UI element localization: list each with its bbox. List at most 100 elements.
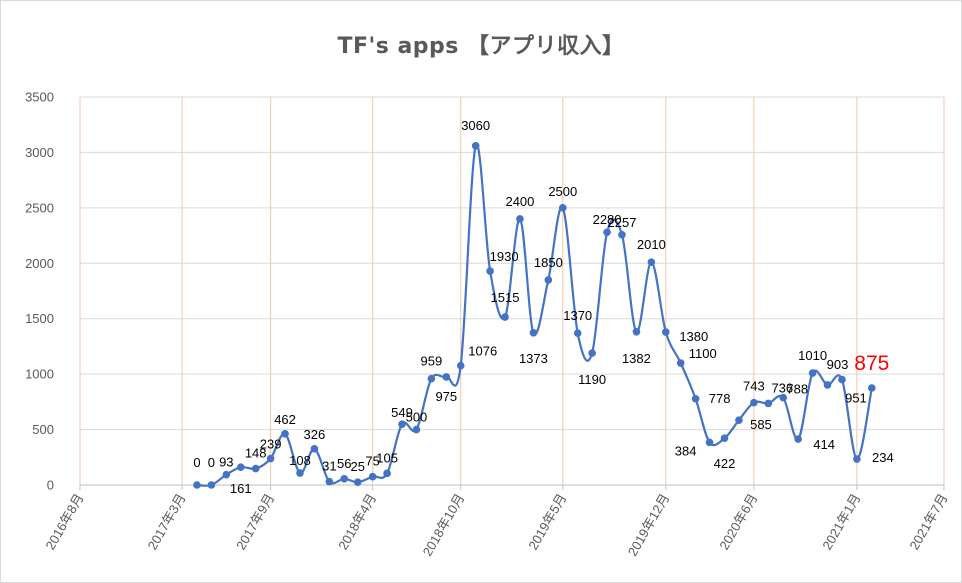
data-label: 1010 xyxy=(798,348,827,363)
x-tick-label: 2017年3月 xyxy=(145,491,189,552)
data-point xyxy=(442,373,451,381)
data-label: 500 xyxy=(406,410,428,425)
data-point xyxy=(603,228,611,237)
x-tick-label: 2020年6月 xyxy=(716,491,760,552)
data-point xyxy=(867,384,876,392)
data-label: 903 xyxy=(827,357,849,372)
data-label: 788 xyxy=(786,382,808,397)
y-tick-label: 500 xyxy=(32,422,54,437)
y-tick-label: 2500 xyxy=(25,200,54,215)
y-tick-label: 3500 xyxy=(25,90,54,105)
data-label: 0 xyxy=(208,455,215,470)
chart-title: TF's apps 【アプリ収入】 xyxy=(337,34,625,59)
data-point xyxy=(544,276,553,284)
x-tick-label: 2021年1月 xyxy=(819,491,863,552)
data-label: 75 xyxy=(365,454,379,469)
x-tick-label: 2017年9月 xyxy=(233,491,277,552)
data-point xyxy=(296,469,304,477)
data-point xyxy=(398,420,406,428)
data-label: 161 xyxy=(230,481,252,496)
data-point xyxy=(207,481,216,489)
data-point xyxy=(251,464,260,473)
data-point xyxy=(647,258,656,266)
data-point xyxy=(368,472,377,481)
data-point xyxy=(705,438,714,447)
data-point xyxy=(486,267,494,275)
data-point xyxy=(691,394,700,403)
data-label: 1076 xyxy=(468,344,497,359)
data-point xyxy=(456,361,465,370)
data-label: 93 xyxy=(219,455,233,470)
data-point xyxy=(383,469,391,478)
data-label: 2400 xyxy=(505,194,534,209)
data-point xyxy=(501,313,509,321)
data-point xyxy=(529,328,538,337)
y-tick-label: 3000 xyxy=(25,145,54,160)
data-point xyxy=(325,477,334,486)
data-label: 105 xyxy=(376,450,398,465)
data-label: 975 xyxy=(435,389,457,404)
data-point xyxy=(794,435,802,443)
data-point xyxy=(676,359,685,367)
y-tick-label: 1000 xyxy=(25,367,54,382)
data-point xyxy=(823,381,832,389)
data-label: 422 xyxy=(714,456,736,471)
data-label: 462 xyxy=(274,412,296,427)
data-label: 959 xyxy=(421,354,443,369)
data-point xyxy=(222,470,231,479)
data-label: 31 xyxy=(322,459,336,474)
data-label: 2257 xyxy=(608,215,637,230)
data-label: 414 xyxy=(813,437,835,452)
data-point xyxy=(779,393,788,402)
data-label: 0 xyxy=(193,455,200,470)
data-point xyxy=(808,369,817,377)
x-tick-label: 2019年12月 xyxy=(625,491,673,559)
data-label: 1190 xyxy=(578,372,606,387)
data-label: 1930 xyxy=(490,249,519,264)
x-tick-label: 2016年8月 xyxy=(43,491,87,552)
data-label: 25 xyxy=(350,459,364,474)
data-label: 743 xyxy=(743,379,765,394)
data-label: 148 xyxy=(245,446,267,461)
data-label: 234 xyxy=(872,450,894,465)
data-point xyxy=(281,429,289,438)
data-point xyxy=(632,327,641,336)
data-point xyxy=(427,374,436,383)
data-point xyxy=(310,445,319,453)
data-point xyxy=(764,399,773,408)
data-label-highlight: 875 xyxy=(854,352,889,375)
data-label: 2500 xyxy=(548,184,577,199)
data-label: 778 xyxy=(709,391,731,406)
data-label: 3060 xyxy=(461,118,490,133)
y-tick-label: 2000 xyxy=(25,256,54,271)
x-tick-label: 2018年4月 xyxy=(335,491,379,552)
y-tick-label: 0 xyxy=(47,478,54,493)
data-label: 1515 xyxy=(491,290,520,305)
data-label: 1370 xyxy=(563,308,592,323)
data-point xyxy=(853,455,861,463)
data-point xyxy=(618,230,626,239)
data-point xyxy=(661,328,670,336)
data-label: 951 xyxy=(845,391,867,406)
data-label: 2010 xyxy=(637,237,666,252)
data-point xyxy=(558,204,567,212)
x-tick-label: 2019年5月 xyxy=(525,491,569,552)
data-point xyxy=(340,474,349,483)
data-point xyxy=(750,398,758,407)
data-label: 736 xyxy=(771,380,793,395)
data-point xyxy=(573,329,582,337)
data-point xyxy=(353,478,362,487)
data-point xyxy=(412,425,421,434)
data-point xyxy=(588,349,596,357)
data-point xyxy=(266,454,275,463)
data-label: 1382 xyxy=(622,351,651,366)
data-label: 549 xyxy=(391,405,413,420)
data-point xyxy=(471,141,480,150)
data-label: 1373 xyxy=(519,351,548,366)
data-label: 2280 xyxy=(593,212,622,227)
data-label: 585 xyxy=(750,417,772,432)
data-label: 1850 xyxy=(534,255,563,270)
data-label: 384 xyxy=(675,443,697,458)
data-label: 1100 xyxy=(689,346,717,361)
